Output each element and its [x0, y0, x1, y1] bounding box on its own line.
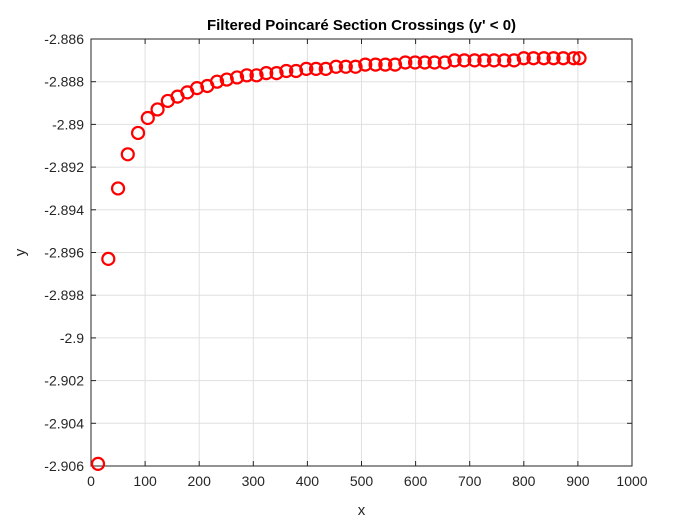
data-point	[437, 55, 452, 70]
y-tick-label: -2.906	[44, 458, 84, 474]
data-point	[279, 63, 294, 79]
data-point	[189, 81, 205, 96]
data-point	[269, 66, 284, 81]
data-point	[120, 147, 135, 162]
y-tick-label: -2.89	[52, 116, 84, 132]
x-tick-label: 500	[350, 473, 374, 489]
data-point	[566, 51, 581, 66]
y-tick-label: -2.888	[44, 74, 84, 90]
data-point	[249, 68, 264, 83]
data-point	[318, 61, 333, 76]
data-point	[110, 181, 126, 196]
y-axis-label: y	[12, 248, 29, 256]
y-tick-label: -2.886	[44, 31, 84, 47]
data-point	[417, 55, 432, 70]
x-tick-label: 100	[133, 473, 157, 489]
data-point	[427, 55, 442, 70]
data-point	[477, 53, 492, 68]
data-point	[572, 51, 587, 66]
data-point	[457, 53, 472, 68]
data-point	[368, 57, 383, 72]
data-point	[299, 61, 314, 76]
y-tick-label: -2.902	[44, 373, 84, 389]
data-point	[229, 70, 245, 85]
y-tick-label: -2.904	[44, 415, 84, 431]
data-point	[556, 51, 571, 66]
chart-title: Filtered Poincaré Section Crossings (y' …	[207, 17, 516, 34]
y-tick-labels: -2.886 -2.888 -2.89 -2.892 -2.894 -2.896 -2.89…	[44, 31, 84, 474]
data-point	[497, 53, 512, 68]
x-tick-label: 900	[566, 473, 590, 489]
data-point	[358, 57, 373, 72]
data-point	[387, 57, 403, 72]
y-tick-label: -2.892	[44, 159, 84, 175]
x-tick-label: 1000	[616, 473, 647, 489]
data-point	[288, 63, 304, 79]
data-point	[130, 125, 146, 141]
data-point	[407, 55, 423, 70]
y-tick-label: -2.9	[60, 330, 84, 346]
data-point	[239, 68, 254, 83]
data-point	[259, 66, 274, 81]
data-point	[398, 55, 413, 70]
data-markers	[90, 51, 587, 471]
x-tick-label: 0	[87, 473, 95, 489]
x-tick-label: 200	[188, 473, 212, 489]
x-tick-label: 600	[404, 473, 428, 489]
data-point	[219, 72, 234, 87]
y-tick-label: -2.894	[44, 202, 84, 218]
data-point	[90, 456, 106, 471]
x-axis-label: x	[358, 502, 366, 519]
data-point	[486, 53, 502, 68]
data-point	[447, 53, 462, 68]
data-point	[328, 59, 344, 74]
axis-ticks	[90, 38, 633, 467]
x-tick-label: 800	[512, 473, 536, 489]
data-point	[308, 61, 324, 76]
data-point	[338, 59, 353, 74]
data-point	[348, 59, 363, 74]
data-point	[378, 57, 393, 72]
data-point	[516, 51, 531, 66]
x-tick-label: 700	[458, 473, 482, 489]
y-tick-label: -2.896	[44, 245, 84, 261]
data-point	[467, 53, 482, 68]
y-tick-label: -2.898	[44, 287, 84, 303]
data-point	[526, 51, 541, 66]
data-point	[150, 102, 165, 117]
data-point	[101, 251, 116, 267]
data-point	[546, 51, 561, 66]
x-tick-labels: 0 100 200 300 400 500 600 700 800 900 1000	[87, 473, 648, 489]
data-point	[140, 110, 155, 126]
data-point	[506, 53, 522, 68]
data-point	[209, 74, 225, 89]
x-tick-label: 300	[242, 473, 266, 489]
data-point	[536, 51, 551, 66]
x-tick-label: 400	[296, 473, 320, 489]
